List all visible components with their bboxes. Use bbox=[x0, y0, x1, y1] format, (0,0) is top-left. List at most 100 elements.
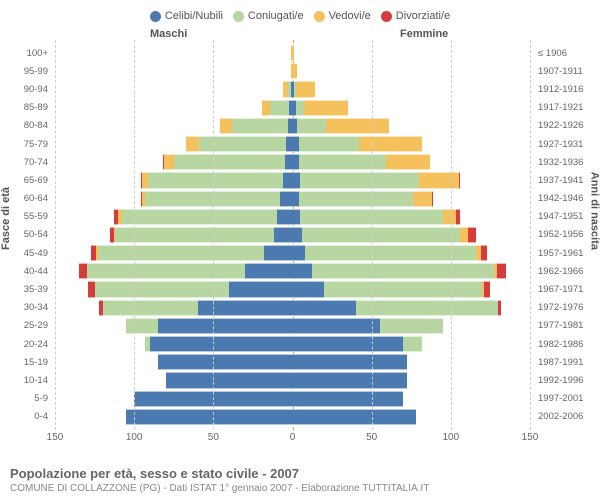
seg-cel bbox=[158, 354, 293, 370]
birth-label: 1922-1926 bbox=[534, 117, 600, 135]
header-female: Femmine bbox=[400, 28, 448, 40]
birth-label: 1982-1986 bbox=[534, 335, 600, 353]
seg-con bbox=[380, 318, 443, 334]
age-label: 85-89 bbox=[0, 99, 52, 117]
birth-label: 1907-1911 bbox=[534, 62, 600, 80]
bar-male bbox=[55, 281, 293, 297]
bar-male bbox=[55, 372, 293, 388]
seg-div bbox=[468, 227, 476, 243]
bar-female bbox=[293, 354, 531, 370]
x-axis: 15010050050100150 bbox=[55, 432, 530, 448]
pyramid-row bbox=[55, 262, 530, 280]
seg-cel bbox=[150, 336, 293, 352]
seg-ved bbox=[220, 118, 233, 134]
seg-con bbox=[98, 245, 264, 261]
birth-label: 2002-2006 bbox=[534, 408, 600, 426]
bar-female bbox=[293, 63, 531, 79]
pyramid-row bbox=[55, 135, 530, 153]
seg-ved bbox=[413, 191, 432, 207]
age-label: 65-69 bbox=[0, 171, 52, 189]
pyramid-rows bbox=[55, 44, 530, 426]
seg-ved bbox=[359, 136, 422, 152]
x-tick: 50 bbox=[366, 432, 377, 443]
pyramid-row bbox=[55, 80, 530, 98]
age-label: 0-4 bbox=[0, 408, 52, 426]
seg-cel bbox=[277, 209, 293, 225]
bar-male bbox=[55, 354, 293, 370]
legend-label: Divorziati/e bbox=[396, 10, 450, 22]
pyramid-row bbox=[55, 226, 530, 244]
pyramid-row bbox=[55, 62, 530, 80]
bar-female bbox=[293, 45, 531, 61]
pyramid-row bbox=[55, 171, 530, 189]
bar-male bbox=[55, 391, 293, 407]
x-tick: 150 bbox=[47, 432, 64, 443]
seg-con bbox=[232, 118, 287, 134]
seg-cel bbox=[293, 245, 306, 261]
pyramid-row bbox=[55, 153, 530, 171]
seg-cel bbox=[229, 281, 292, 297]
seg-div bbox=[497, 263, 507, 279]
bar-male bbox=[55, 81, 293, 97]
population-pyramid-chart: Celibi/NubiliConiugati/eVedovi/eDivorzia… bbox=[0, 0, 600, 500]
seg-cel bbox=[293, 318, 380, 334]
birth-label: 1927-1931 bbox=[534, 135, 600, 153]
bar-female bbox=[293, 81, 531, 97]
legend-item: Divorziati/e bbox=[381, 10, 450, 22]
seg-cel bbox=[293, 354, 407, 370]
bar-male bbox=[55, 136, 293, 152]
pyramid-row bbox=[55, 280, 530, 298]
legend-swatch bbox=[314, 11, 325, 22]
grid-line bbox=[451, 40, 452, 430]
seg-con bbox=[300, 172, 419, 188]
chart-title: Popolazione per età, sesso e stato civil… bbox=[10, 466, 590, 481]
bar-male bbox=[55, 118, 293, 134]
bar-male bbox=[55, 172, 293, 188]
bar-male bbox=[55, 336, 293, 352]
x-tick: 150 bbox=[522, 432, 539, 443]
legend-item: Celibi/Nubili bbox=[150, 10, 223, 22]
bar-female bbox=[293, 318, 531, 334]
seg-con bbox=[296, 100, 304, 116]
bar-female bbox=[293, 172, 531, 188]
seg-cel bbox=[293, 209, 301, 225]
bar-male bbox=[55, 45, 293, 61]
grid-line bbox=[55, 40, 56, 430]
seg-con bbox=[103, 300, 198, 316]
bar-female bbox=[293, 154, 531, 170]
bar-male bbox=[55, 154, 293, 170]
birth-label: 1992-1996 bbox=[534, 371, 600, 389]
age-label: 30-34 bbox=[0, 299, 52, 317]
seg-ved bbox=[293, 63, 298, 79]
legend-item: Coniugati/e bbox=[233, 10, 304, 22]
seg-div bbox=[459, 172, 461, 188]
bar-male bbox=[55, 63, 293, 79]
bar-female bbox=[293, 391, 531, 407]
seg-ved bbox=[186, 136, 199, 152]
age-label: 50-54 bbox=[0, 226, 52, 244]
seg-cel bbox=[293, 409, 417, 425]
seg-ved bbox=[460, 227, 468, 243]
seg-con bbox=[95, 281, 230, 297]
bar-male bbox=[55, 100, 293, 116]
pyramid-row bbox=[55, 99, 530, 117]
seg-cel bbox=[293, 172, 301, 188]
seg-ved bbox=[164, 154, 174, 170]
birth-year-labels: ≤ 19061907-19111912-19161917-19211922-19… bbox=[534, 44, 600, 426]
pyramid-row bbox=[55, 317, 530, 335]
pyramid-row bbox=[55, 244, 530, 262]
birth-label: 1942-1946 bbox=[534, 190, 600, 208]
legend-swatch bbox=[381, 11, 392, 22]
age-label: 10-14 bbox=[0, 371, 52, 389]
seg-cel bbox=[293, 391, 404, 407]
birth-label: 1952-1956 bbox=[534, 226, 600, 244]
grid-line bbox=[530, 40, 531, 430]
seg-con bbox=[87, 263, 245, 279]
seg-con bbox=[199, 136, 286, 152]
seg-div bbox=[481, 245, 487, 261]
seg-cel bbox=[285, 154, 293, 170]
birth-label: 1932-1936 bbox=[534, 153, 600, 171]
bar-male bbox=[55, 227, 293, 243]
seg-cel bbox=[280, 191, 293, 207]
bar-male bbox=[55, 245, 293, 261]
